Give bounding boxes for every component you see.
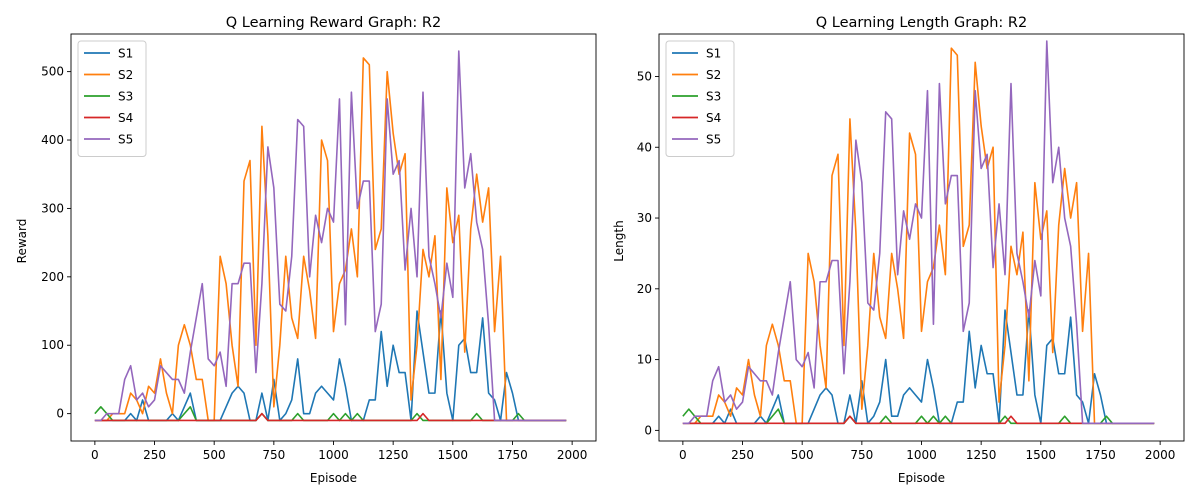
x-tick-label: 1750 [1085, 448, 1116, 462]
x-tick-label: 0 [91, 448, 99, 462]
legend-label-s5: S5 [706, 133, 721, 147]
legend-label-s4: S4 [118, 111, 133, 125]
x-tick-label: 1000 [906, 448, 937, 462]
y-tick-label: 300 [41, 201, 64, 215]
y-tick-label: 200 [41, 270, 64, 284]
y-tick-label: 500 [41, 65, 64, 79]
legend: S1 S2 S3 S4 S5 [77, 40, 147, 157]
x-tick-label: 500 [791, 448, 814, 462]
y-tick-label: 10 [637, 353, 652, 367]
axes-frame [70, 33, 597, 442]
plot-area: 0 250 500 750 1000 1250 1500 1750 2000 0 10 20 30 40 5… [637, 33, 1185, 462]
x-tick-label: 2000 [557, 448, 588, 462]
y-axis-label: Reward [15, 219, 29, 264]
legend: S1 S2 S3 S4 S5 [665, 40, 735, 157]
plot-area: 0 250 500 750 1000 1250 1500 1750 2000 0 100 200 300… [41, 33, 597, 462]
x-tick-label: 250 [143, 448, 166, 462]
series-line-s5 [94, 50, 567, 422]
x-tick-label: 0 [679, 448, 687, 462]
chart-title: Q Learning Length Graph: R2 [816, 15, 1027, 31]
y-tick-label: 20 [637, 282, 652, 296]
x-axis-label: Episode [310, 471, 357, 485]
series-line-s3 [682, 408, 1155, 425]
series-line-s2 [94, 57, 567, 422]
legend-label-s4: S4 [706, 111, 721, 125]
y-tick-label: 0 [644, 423, 652, 437]
x-tick-label: 250 [731, 448, 754, 462]
x-tick-label: 750 [262, 448, 285, 462]
reward-chart: Q Learning Reward Graph: R2 Episode Rewa… [15, 15, 597, 485]
y-axis-label: Length [612, 220, 626, 261]
x-tick-label: 2000 [1145, 448, 1176, 462]
y-tick-label: 100 [41, 338, 64, 352]
series-line-s2 [682, 47, 1155, 425]
y-tick-label: 400 [41, 133, 64, 147]
series-line-s5 [682, 40, 1155, 425]
y-tick-label: 50 [637, 69, 652, 83]
legend-label-s3: S3 [706, 90, 721, 104]
y-tick-label: 0 [56, 407, 64, 421]
legend-label-s2: S2 [706, 68, 721, 82]
series-line-s3 [94, 405, 567, 422]
series-line-s4 [94, 412, 567, 422]
legend-label-s1: S1 [706, 47, 721, 61]
axes-frame [658, 33, 1185, 442]
legend-box [665, 40, 735, 157]
y-tick-label: 30 [637, 211, 652, 225]
legend-label-s2: S2 [118, 68, 133, 82]
series-line-s4 [682, 415, 1155, 425]
legend-label-s3: S3 [118, 90, 133, 104]
x-tick-label: 1750 [497, 448, 528, 462]
x-tick-label: 1250 [378, 448, 409, 462]
legend-label-s1: S1 [118, 47, 133, 61]
x-tick-label: 1250 [966, 448, 997, 462]
x-tick-label: 1500 [438, 448, 469, 462]
y-tick-label: 40 [637, 140, 652, 154]
legend-label-s5: S5 [118, 133, 133, 147]
series-line-s1 [682, 309, 1155, 425]
x-axis-label: Episode [898, 471, 945, 485]
x-tick-label: 1000 [318, 448, 349, 462]
x-tick-label: 1500 [1026, 448, 1057, 462]
legend-box [77, 40, 147, 157]
series-line-s1 [94, 310, 567, 422]
chart-title: Q Learning Reward Graph: R2 [226, 15, 441, 31]
x-tick-label: 500 [203, 448, 226, 462]
x-tick-label: 750 [850, 448, 873, 462]
length-chart: Q Learning Length Graph: R2 Episode Leng… [612, 15, 1185, 485]
